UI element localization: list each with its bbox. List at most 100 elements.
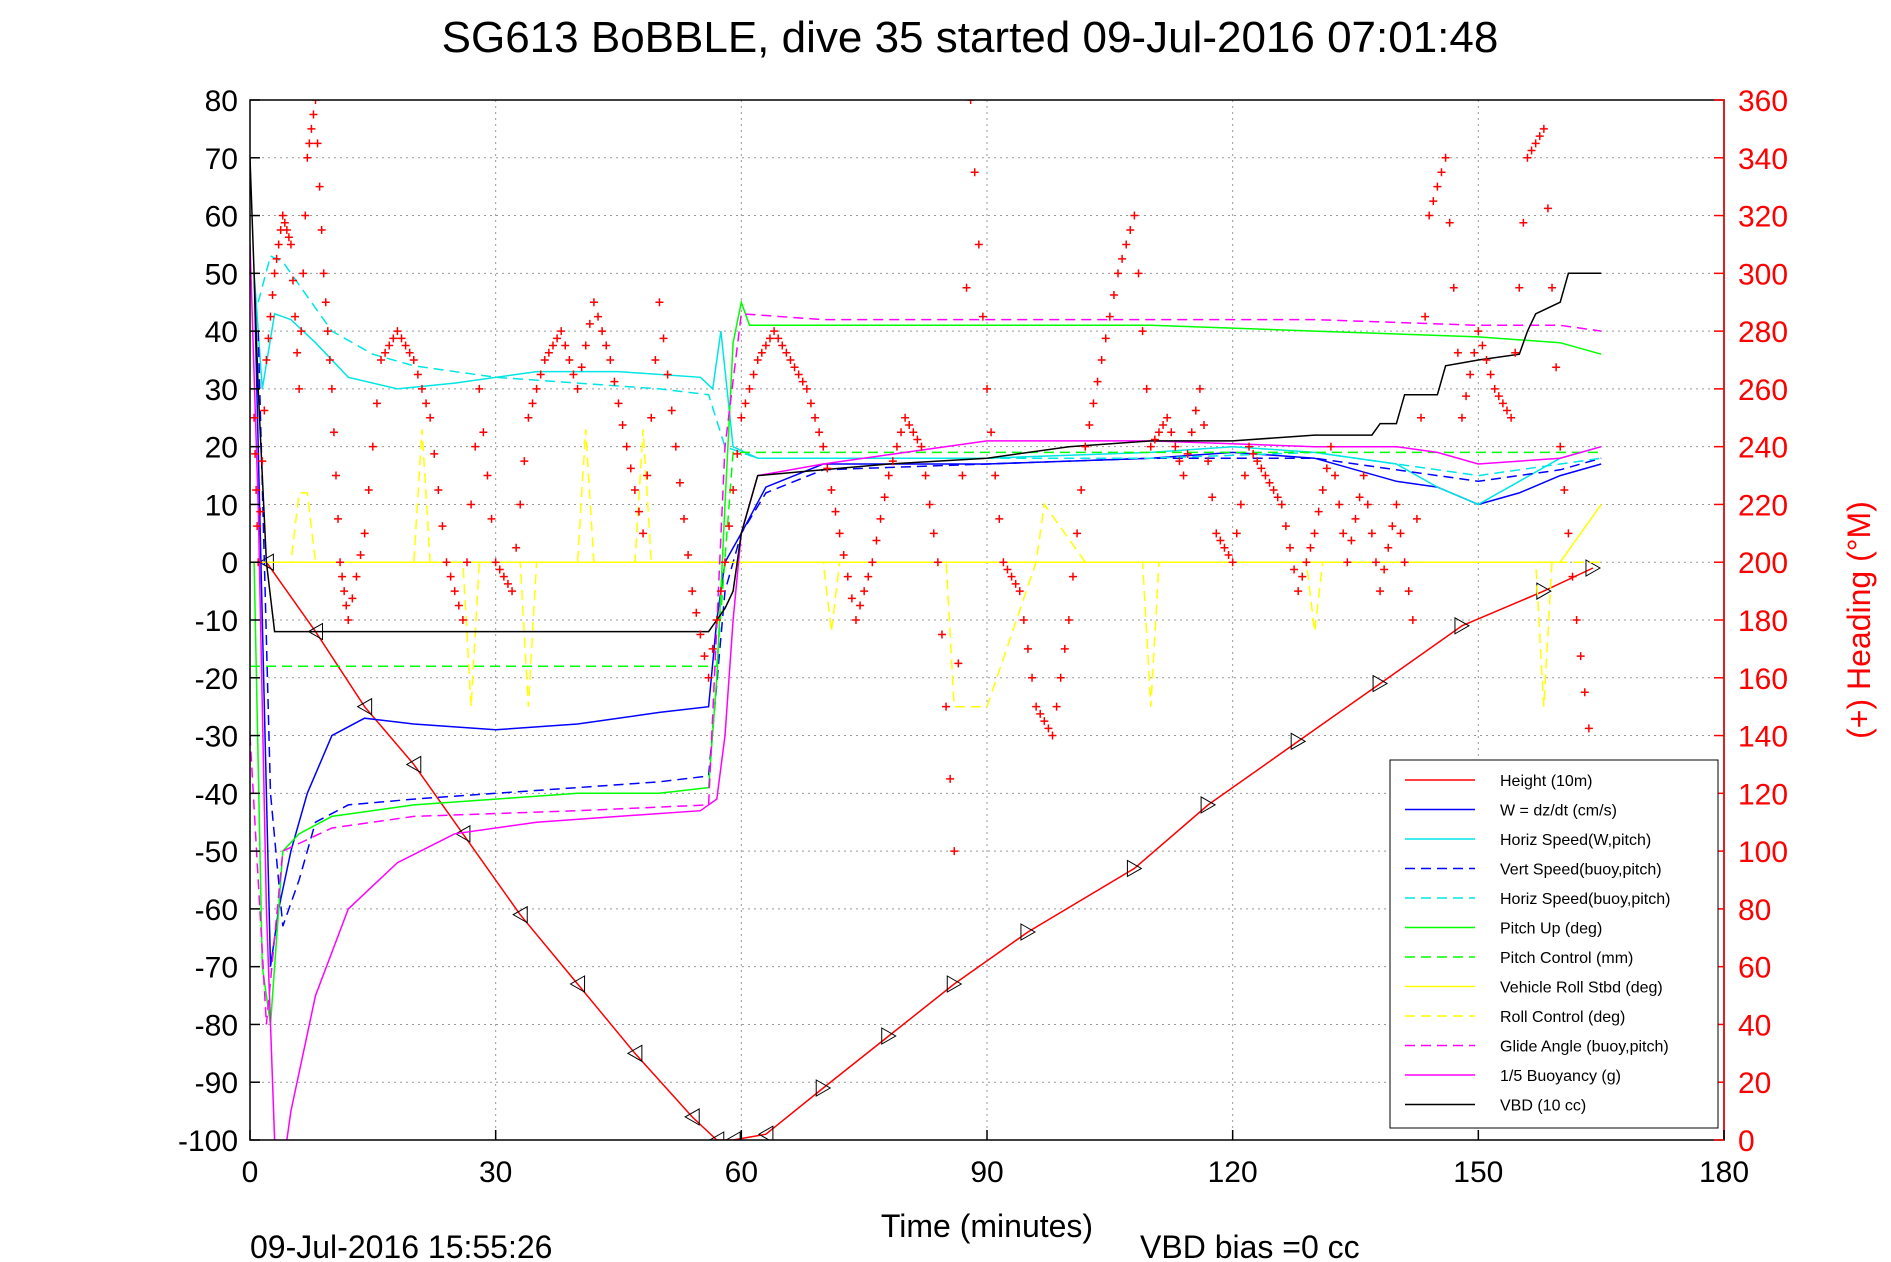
heading-point [815, 428, 824, 437]
heading-point [1437, 168, 1446, 177]
heading-point [737, 413, 746, 422]
heading-point [1519, 218, 1528, 227]
heading-point [1138, 327, 1147, 336]
height-marker [946, 975, 963, 993]
heading-point [1425, 211, 1434, 220]
heading-point [1548, 283, 1557, 292]
right-tick-label: 100 [1738, 836, 1788, 869]
heading-point [413, 370, 422, 379]
heading-point [1187, 428, 1196, 437]
heading-point [1572, 616, 1581, 624]
x-axis-label: Time (minutes) [881, 1208, 1093, 1244]
heading-point [1380, 565, 1389, 574]
heading-point [761, 341, 770, 350]
right-axis-ticks: 3603403203002802602402202001801601401201… [1714, 85, 1788, 1158]
heading-point [851, 616, 860, 624]
y-tick-label: -40 [195, 778, 238, 811]
heading-point [252, 486, 261, 494]
legend-label: Height (10m) [1500, 773, 1592, 790]
heading-point [295, 384, 304, 393]
footer-vbd-bias: VBD bias =0 cc [1140, 1229, 1360, 1262]
heading-point [401, 341, 410, 350]
right-tick-label: 320 [1738, 201, 1788, 234]
heading-point [1007, 572, 1016, 581]
heading-point [475, 384, 484, 393]
heading-point [323, 327, 332, 336]
heading-point [872, 536, 881, 545]
heading-point [598, 327, 607, 336]
y-tick-label: 0 [221, 547, 238, 580]
heading-point [1253, 457, 1262, 466]
legend-label: Pitch Up (deg) [1500, 921, 1602, 938]
heading-point [299, 269, 308, 278]
heading-point [1224, 551, 1233, 559]
heading-point [888, 457, 897, 466]
heading-point [1576, 652, 1585, 661]
height-marker [1585, 559, 1601, 577]
heading-point [581, 341, 590, 350]
heading-point [667, 406, 676, 415]
height-marker [1454, 616, 1470, 635]
x-tick-label: 180 [1699, 1156, 1749, 1189]
heading-point [1429, 197, 1438, 206]
heading-point [1163, 413, 1172, 422]
heading-point [847, 594, 856, 603]
heading-point [1343, 558, 1352, 567]
heading-point [970, 168, 979, 177]
series-0-line [265, 561, 1594, 1140]
heading-point [1191, 406, 1200, 415]
heading-point [929, 529, 938, 538]
heading-point [966, 100, 975, 104]
heading-point [1564, 529, 1573, 538]
height-marker [454, 824, 471, 843]
heading-point [704, 673, 713, 682]
heading-point [1060, 644, 1069, 653]
heading-point [524, 413, 533, 422]
y-tick-label: -90 [195, 1067, 238, 1100]
legend-label: Vert Speed(buoy,pitch) [1500, 862, 1662, 879]
right-tick-label: 140 [1738, 721, 1788, 754]
heading-point [860, 587, 869, 596]
heading-point [491, 558, 500, 567]
heading-point [405, 348, 414, 357]
heading-point [309, 110, 318, 119]
heading-point [1318, 486, 1327, 494]
right-tick-label: 120 [1738, 778, 1788, 811]
heading-point [253, 522, 262, 531]
heading-point [1457, 413, 1466, 422]
footer-timestamp: 09-Jul-2016 15:55:26 [250, 1229, 552, 1262]
heading-point [946, 774, 955, 783]
heading-point [999, 558, 1008, 567]
heading-point [1445, 218, 1454, 227]
heading-point [250, 413, 259, 422]
heading-point [1118, 254, 1127, 263]
heading-point [1265, 478, 1274, 487]
heading-point [651, 356, 660, 364]
heading-point [1281, 522, 1290, 531]
heading-point [1003, 565, 1012, 574]
heading-point [786, 356, 795, 364]
heading-point [770, 327, 779, 336]
y-tick-label: 50 [205, 258, 238, 291]
right-tick-label: 260 [1738, 374, 1788, 407]
heading-point [409, 356, 418, 364]
heading-point [1515, 283, 1524, 292]
heading-point [700, 652, 709, 661]
heading-point [753, 356, 762, 364]
heading-point [334, 514, 343, 523]
heading-point [573, 384, 582, 393]
legend-label: Glide Angle (buoy,pitch) [1500, 1039, 1669, 1056]
right-tick-label: 300 [1738, 258, 1788, 291]
heading-point [327, 384, 336, 393]
heading-point [280, 218, 289, 227]
heading-point [1531, 139, 1540, 148]
heading-point [434, 486, 443, 494]
heading-point [368, 442, 377, 451]
series-9-line [250, 313, 1602, 1025]
heading-point [282, 226, 291, 234]
heading-point [284, 233, 293, 242]
right-tick-label: 280 [1738, 316, 1788, 349]
heading-point [270, 269, 279, 278]
heading-point [663, 370, 672, 379]
heading-point [293, 348, 302, 357]
